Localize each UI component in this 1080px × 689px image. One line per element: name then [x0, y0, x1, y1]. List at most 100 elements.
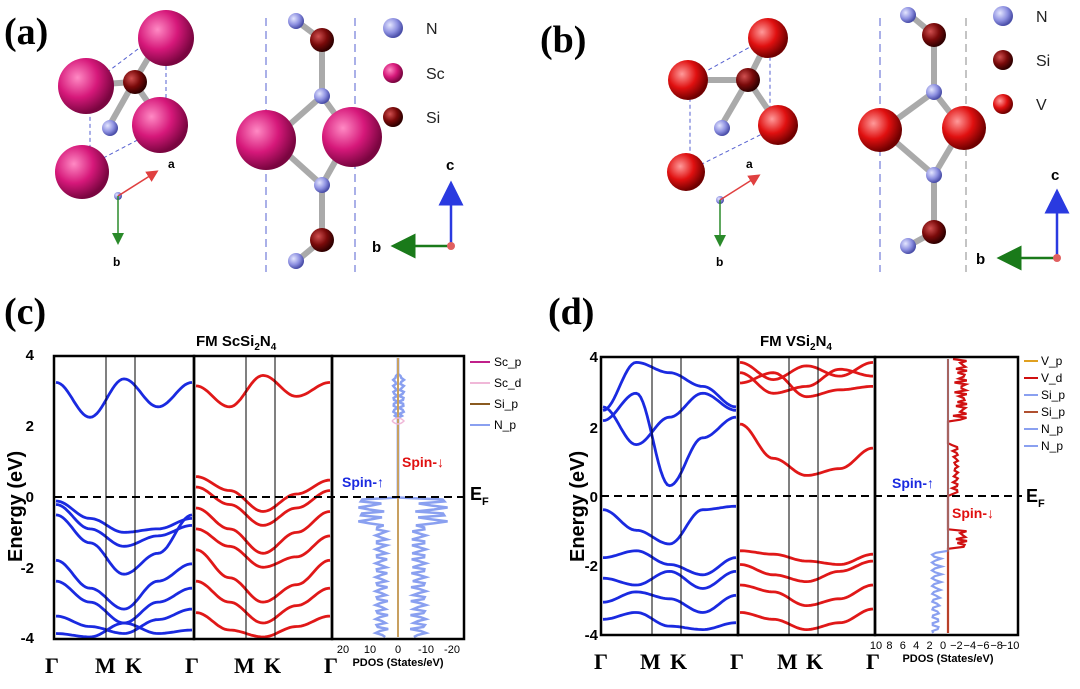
structure-b-legend: N Si V — [993, 6, 1050, 114]
plot-d-pdos-ticks: PDOS (States/eV) 10 8 6 4 2 0 −2 −4 −6 −8−10 — [870, 640, 1019, 665]
band-line — [739, 367, 873, 395]
pdos-tick: −2 — [950, 640, 963, 652]
plot-c-spin-down-bands — [195, 373, 331, 639]
fermi-label: EF — [470, 484, 489, 508]
band-line — [602, 504, 736, 546]
band-line — [195, 373, 331, 409]
plot-c-spin-up-bands — [55, 377, 193, 639]
band-line — [195, 506, 331, 555]
kpoint-label: M — [640, 649, 661, 674]
band-line — [739, 422, 874, 477]
plot-d-title: FM VSi2N4 — [760, 333, 832, 353]
band-line — [602, 611, 737, 632]
structure-a-legend: N Sc Si — [383, 18, 445, 127]
legend-label: N — [426, 21, 438, 38]
kpoint-label: K — [125, 653, 142, 678]
kpoint-label: Γ — [866, 649, 880, 674]
structure-b-side-view — [858, 7, 986, 272]
plot-c-kpoints: Γ M K Γ M K Γ — [45, 653, 338, 678]
band-line — [195, 527, 331, 569]
panel-a: (a) a b — [4, 10, 464, 272]
pdos-tick: −4 — [964, 640, 977, 652]
band-line — [55, 621, 193, 639]
pdos-tick: −10 — [1001, 640, 1020, 652]
fermi-label: EF — [1026, 486, 1045, 510]
band-line — [55, 377, 193, 419]
kpoint-label: M — [95, 653, 116, 678]
legend-label: V — [1036, 97, 1047, 114]
spin-up-label: Spin-↑ — [342, 474, 384, 490]
axis-label-b-side: b — [372, 239, 381, 256]
pdos-tick: 8 — [886, 640, 892, 652]
pdos-tick: 0 — [940, 640, 946, 652]
pdos-tick: 4 — [913, 640, 919, 652]
band-line — [195, 579, 331, 625]
sc-atom — [55, 145, 109, 199]
ytick-label: 2 — [26, 418, 34, 435]
axis-label-b: b — [113, 255, 120, 269]
ytick-label: -4 — [585, 627, 599, 644]
pdos-tick: 10 — [364, 644, 376, 656]
legend-label: Si — [1036, 53, 1050, 70]
panel-c: (c) FM ScSi2N4 Energy (eV) 4 2 0 -2 -4 E… — [4, 291, 522, 678]
pdos-curve — [391, 417, 406, 425]
pdos-tick: 10 — [870, 640, 882, 652]
ytick-label: 4 — [26, 347, 35, 364]
pdos-legend-label: V_d — [1041, 371, 1062, 385]
plot-c-title: FM ScSi2N4 — [196, 333, 277, 353]
spin-down-label: Spin-↓ — [402, 454, 444, 470]
band-line — [740, 607, 874, 632]
pdos-tick: 20 — [337, 644, 349, 656]
pdos-legend-label: N_p — [1041, 422, 1063, 436]
si-atom — [123, 70, 147, 94]
pdos-axis-label: PDOS (States/eV) — [352, 657, 443, 669]
ytick-label: 2 — [590, 420, 598, 437]
band-line — [55, 503, 193, 548]
band-line — [195, 611, 331, 639]
band-line — [195, 475, 331, 513]
ytick-label: 0 — [590, 489, 598, 506]
plot-c-pdos-ticks: 20 10 0 -10 -20 PDOS (States/eV) — [337, 644, 460, 669]
ytick-label: 4 — [590, 349, 599, 366]
panel-label-d: (d) — [548, 291, 594, 333]
kpoint-label: Γ — [185, 653, 199, 678]
pdos-legend-label: Si_p — [494, 397, 518, 411]
panel-label-b: (b) — [540, 19, 586, 61]
axis-label-c: c — [1051, 167, 1059, 184]
sc-atom — [138, 10, 194, 66]
structure-a-axes: c b — [372, 157, 464, 259]
structure-b-top-view: a b — [667, 18, 798, 269]
kpoint-label: M — [777, 649, 798, 674]
pdos-tick: 0 — [395, 644, 401, 656]
axis-a-arrow — [117, 170, 159, 197]
band-line — [55, 607, 193, 635]
band-line — [602, 569, 737, 590]
legend-label: Si — [426, 110, 440, 127]
plot-d-yticks: 4 2 0 -2 -4 — [585, 349, 599, 644]
spin-down-label: Spin-↓ — [952, 505, 994, 521]
pdos-legend-label: Sc_p — [494, 355, 522, 369]
kpoint-label: Γ — [45, 653, 59, 678]
plot-d-ylabel: Energy (eV) — [567, 451, 589, 562]
band-line — [195, 548, 331, 604]
structure-b-axes: c b — [976, 167, 1070, 271]
axis-label-c: c — [446, 157, 454, 174]
plot-d-kpoints: Γ M K Γ M K Γ — [594, 649, 880, 674]
structure-a-top-view: a b — [55, 10, 194, 269]
band-line — [739, 371, 873, 399]
panel-label-c: (c) — [4, 291, 46, 333]
ytick-label: -2 — [585, 558, 598, 575]
legend-label: Sc — [426, 66, 445, 83]
spin-up-label: Spin-↑ — [892, 475, 934, 491]
kpoint-label: K — [806, 649, 823, 674]
pdos-axis-label: PDOS (States/eV) — [902, 653, 993, 665]
n-atom — [102, 120, 118, 136]
plot-d-frames — [599, 355, 1022, 637]
pdos-tick: −6 — [977, 640, 990, 652]
band-line — [55, 558, 193, 611]
panel-b: (b) a b — [540, 6, 1070, 272]
structure-a-side-view — [236, 13, 382, 272]
band-line — [602, 590, 737, 614]
kpoint-label: Γ — [594, 649, 608, 674]
